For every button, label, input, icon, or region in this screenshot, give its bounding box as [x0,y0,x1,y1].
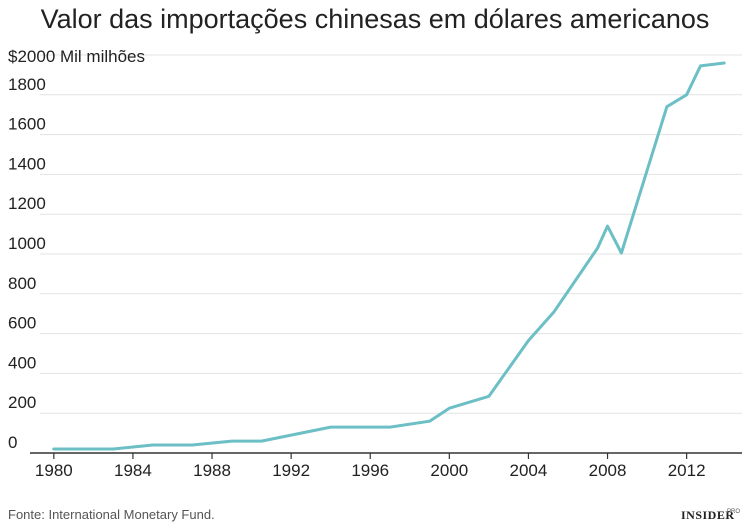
brand-suffix: PRO [727,509,740,515]
y-tick-label: 1400 [8,154,46,173]
x-tick-label: 1988 [193,461,231,480]
x-tick-label: 2008 [589,461,627,480]
y-tick-label: 600 [8,314,36,333]
x-axis-ticks: 1980 1984 1988 1992 1996 2000 2004 2008 2012 [35,453,706,480]
series-line [52,61,726,451]
x-tick-label: 1984 [114,461,152,480]
brand-name: INSIDER [681,508,735,522]
y-tick-label: 400 [8,353,36,372]
y-tick-label: 1000 [8,234,46,253]
x-tick-label: 2012 [668,461,706,480]
chart-title: Valor das importações chinesas em dólare… [41,4,710,34]
x-tick-label: 1992 [272,461,310,480]
y-axis-top-label: $2000 Mil milhões [8,47,145,66]
y-axis-ticks: 0 200 400 600 800 1000 1200 1400 1600 1800 [8,75,46,452]
x-tick-label: 2004 [510,461,548,480]
x-tick-label: 2000 [430,461,468,480]
y-tick-label: 1200 [8,194,46,213]
brand-logo: INSIDER PRO [681,508,740,522]
grid [40,54,742,414]
source-note: Fonte: International Monetary Fund. [8,507,215,522]
x-tick-label: 1980 [35,461,73,480]
y-tick-label: 1600 [8,115,46,134]
y-tick-label: 1800 [8,75,46,94]
y-tick-label: 200 [8,393,36,412]
x-tick-label: 1996 [351,461,389,480]
y-tick-label: 0 [8,433,17,452]
y-tick-label: 800 [8,274,36,293]
